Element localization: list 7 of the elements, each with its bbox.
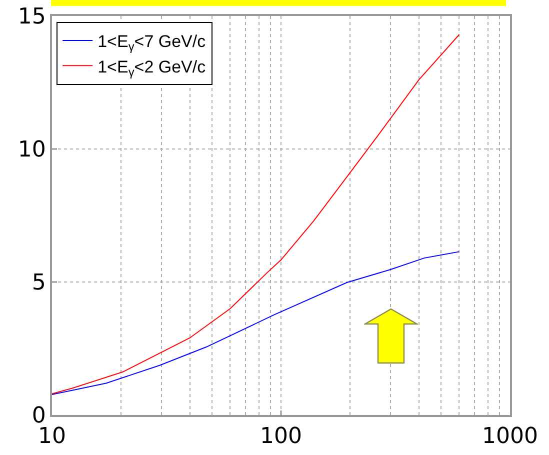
y-tick-label: 5 (32, 270, 46, 296)
legend-label: 1<E$_{γ}$<7 GeV/c (98, 32, 206, 54)
y-tick-label: 15 (18, 4, 46, 30)
legend-label: 1<E$_{γ}$<2 GeV/c (98, 57, 206, 79)
x-tick-label: 1000 (482, 424, 538, 450)
y-tick-label: 10 (18, 138, 46, 163)
x-tick-label: 100 (260, 424, 302, 450)
